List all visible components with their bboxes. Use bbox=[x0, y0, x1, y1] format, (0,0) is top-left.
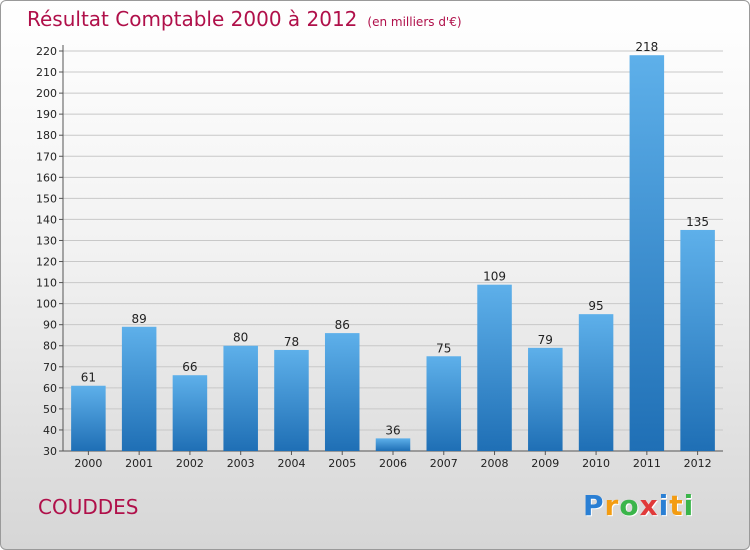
data-label-2011: 218 bbox=[635, 40, 658, 54]
bar-2005 bbox=[324, 333, 360, 451]
y-tick-label: 150 bbox=[36, 192, 57, 205]
y-tick-label: 120 bbox=[36, 256, 57, 269]
data-label-2005: 86 bbox=[335, 318, 350, 332]
data-label-2008: 109 bbox=[483, 270, 506, 284]
x-tick-label: 2005 bbox=[328, 457, 356, 470]
y-tick-label: 80 bbox=[43, 340, 57, 353]
y-tick-label: 200 bbox=[36, 87, 57, 100]
x-tick-label: 2007 bbox=[430, 457, 458, 470]
bar-2011 bbox=[629, 55, 665, 452]
data-label-2003: 80 bbox=[233, 331, 248, 345]
logo-letter: t bbox=[669, 489, 684, 522]
x-tick-label: 2009 bbox=[531, 457, 559, 470]
chart-subtitle: (en milliers d'€) bbox=[367, 15, 462, 29]
x-tick-label: 2012 bbox=[684, 457, 712, 470]
logo-letter: x bbox=[639, 489, 659, 522]
y-tick-label: 210 bbox=[36, 66, 57, 79]
x-tick-label: 2011 bbox=[633, 457, 661, 470]
y-tick-label: 190 bbox=[36, 108, 57, 121]
data-label-2007: 75 bbox=[436, 341, 451, 355]
bar-2010 bbox=[578, 314, 614, 451]
data-label-2009: 79 bbox=[538, 333, 553, 347]
x-tick-label: 2001 bbox=[125, 457, 153, 470]
bar-2004 bbox=[274, 349, 309, 451]
data-label-2002: 66 bbox=[182, 360, 197, 374]
x-tick-label: 2004 bbox=[277, 457, 305, 470]
y-tick-label: 180 bbox=[36, 129, 57, 142]
x-tick-label: 2010 bbox=[582, 457, 610, 470]
data-label-2001: 89 bbox=[132, 312, 147, 326]
y-tick-label: 140 bbox=[36, 213, 57, 226]
data-label-2012: 135 bbox=[686, 215, 709, 229]
y-tick-label: 40 bbox=[43, 424, 57, 437]
bars bbox=[71, 55, 715, 452]
proxiti-logo: Proxiti bbox=[583, 489, 694, 522]
bar-2001 bbox=[121, 326, 157, 451]
x-tick-label: 2006 bbox=[379, 457, 407, 470]
y-tick-label: 60 bbox=[43, 382, 57, 395]
logo-letter: P bbox=[583, 489, 605, 522]
y-tick-label: 100 bbox=[36, 298, 57, 311]
grid-lines bbox=[63, 50, 723, 452]
bar-2000 bbox=[71, 385, 106, 451]
chart-title-text: Résultat Comptable 2000 à 2012 bbox=[27, 7, 358, 31]
labels: 30 40 50 60 70 80 90 100 110 120 130 140 150 160 170 18… bbox=[36, 40, 712, 470]
x-tick-label: 2008 bbox=[481, 457, 509, 470]
x-tick-label: 2002 bbox=[176, 457, 204, 470]
logo-letter: o bbox=[619, 489, 640, 522]
bar-2003 bbox=[223, 345, 258, 451]
logo-letter: i bbox=[658, 489, 670, 522]
bar-2007 bbox=[426, 356, 462, 451]
y-tick-label: 160 bbox=[36, 171, 57, 184]
data-label-2010: 95 bbox=[588, 299, 603, 313]
bar-2006 bbox=[375, 438, 411, 451]
logo-letter: i bbox=[683, 489, 695, 522]
commune-name: COUDDES bbox=[38, 495, 139, 519]
y-tick-label: 90 bbox=[43, 319, 57, 332]
y-tick-label: 220 bbox=[36, 45, 57, 58]
bar-2008 bbox=[477, 284, 512, 451]
data-label-2000: 61 bbox=[81, 371, 96, 385]
data-label-2006: 36 bbox=[385, 423, 400, 437]
x-tick-label: 2000 bbox=[74, 457, 102, 470]
y-tick-label: 70 bbox=[43, 361, 57, 374]
data-label-2004: 78 bbox=[284, 335, 299, 349]
bar-2009 bbox=[528, 347, 563, 451]
y-tick-label: 130 bbox=[36, 234, 57, 247]
logo-letter: r bbox=[604, 489, 620, 522]
axes bbox=[59, 45, 723, 455]
y-tick-label: 50 bbox=[43, 403, 57, 416]
bar-2002 bbox=[172, 375, 208, 451]
y-tick-label: 30 bbox=[43, 445, 57, 458]
bar-2012 bbox=[680, 229, 715, 451]
y-tick-label: 110 bbox=[36, 277, 57, 290]
y-tick-label: 170 bbox=[36, 150, 57, 163]
x-tick-label: 2003 bbox=[227, 457, 255, 470]
chart-title: Résultat Comptable 2000 à 2012 (en millie… bbox=[27, 7, 462, 31]
